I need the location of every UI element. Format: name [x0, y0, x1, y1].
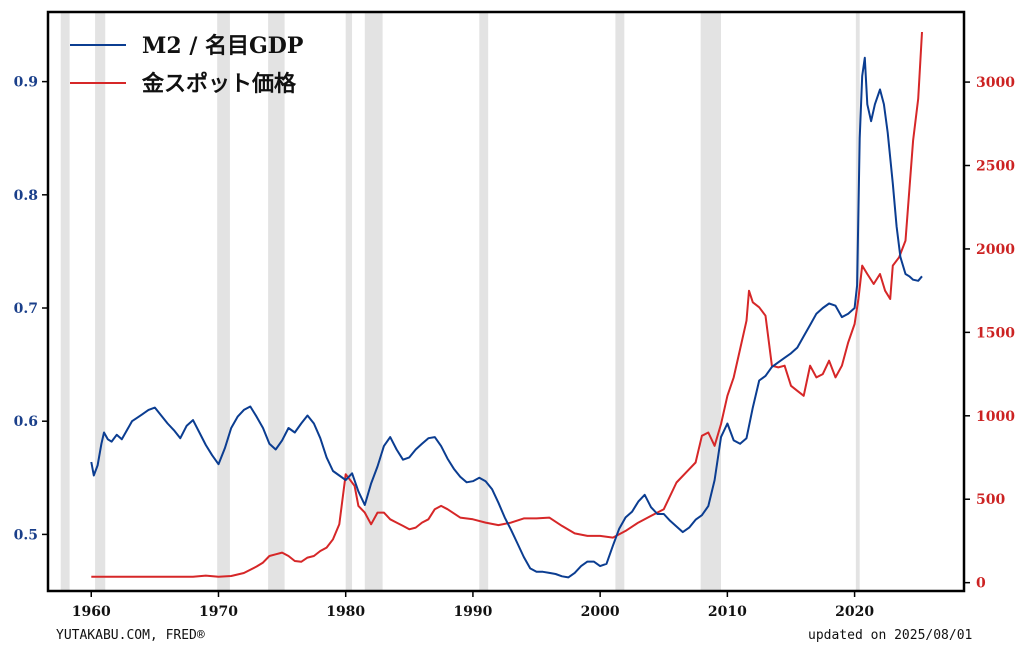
y-right-tick-label: 1500 [976, 325, 1015, 341]
recession-band-0 [60, 12, 70, 591]
y-right-tick-label: 500 [976, 492, 1005, 508]
source-credit: YUTAKABU.COM, FRED® [56, 628, 205, 643]
legend-label: 金スポット価格 [141, 71, 297, 97]
updated-date: updated on 2025/08/01 [808, 628, 973, 643]
y-axis-right: 0 500 1000 1500 2000 2500 3000 [964, 75, 1015, 592]
recession-band-1 [95, 12, 106, 591]
x-tick-label: 1980 [326, 604, 365, 620]
x-tick-label: 2010 [708, 604, 747, 620]
series-line-m2-gdp [90, 56, 923, 579]
y-left-tick-label: 0.6 [14, 414, 38, 430]
x-tick-label: 2020 [835, 604, 874, 620]
y-right-tick-label: 0 [976, 576, 986, 592]
x-tick-label: 1970 [199, 604, 238, 620]
recession-band-2 [217, 12, 230, 591]
y-left-tick-label: 0.7 [14, 301, 38, 317]
legend: M2 / 名目GDP 金スポット価格 [70, 33, 303, 97]
recession-band-7 [615, 12, 625, 591]
recession-band-4 [345, 12, 353, 591]
recession-band-3 [268, 12, 285, 591]
y-right-tick-label: 2000 [976, 242, 1015, 258]
plot-frame [46, 10, 966, 593]
recession-band-6 [479, 12, 489, 591]
x-tick-label: 2000 [581, 604, 620, 620]
y-right-tick-label: 2500 [976, 159, 1015, 175]
y-left-tick-label: 0.5 [14, 527, 38, 543]
recession-band-8 [700, 12, 722, 591]
y-axis-left: 0.5 0.6 0.7 0.8 0.9 [14, 75, 48, 543]
y-left-tick-label: 0.8 [14, 188, 38, 204]
y-left-tick-label: 0.9 [14, 75, 38, 91]
x-axis: 1960 1970 1980 1990 2000 2010 2020 [72, 591, 874, 620]
y-right-tick-label: 3000 [976, 75, 1015, 91]
x-tick-label: 1990 [453, 604, 492, 620]
recession-bands [60, 12, 860, 591]
series-line-gold [91, 31, 923, 578]
recession-band-5 [364, 12, 383, 591]
x-tick-label: 1960 [72, 604, 111, 620]
series-layer [90, 31, 923, 579]
y-right-tick-label: 1000 [976, 409, 1015, 425]
legend-label: M2 / 名目GDP [142, 33, 303, 59]
